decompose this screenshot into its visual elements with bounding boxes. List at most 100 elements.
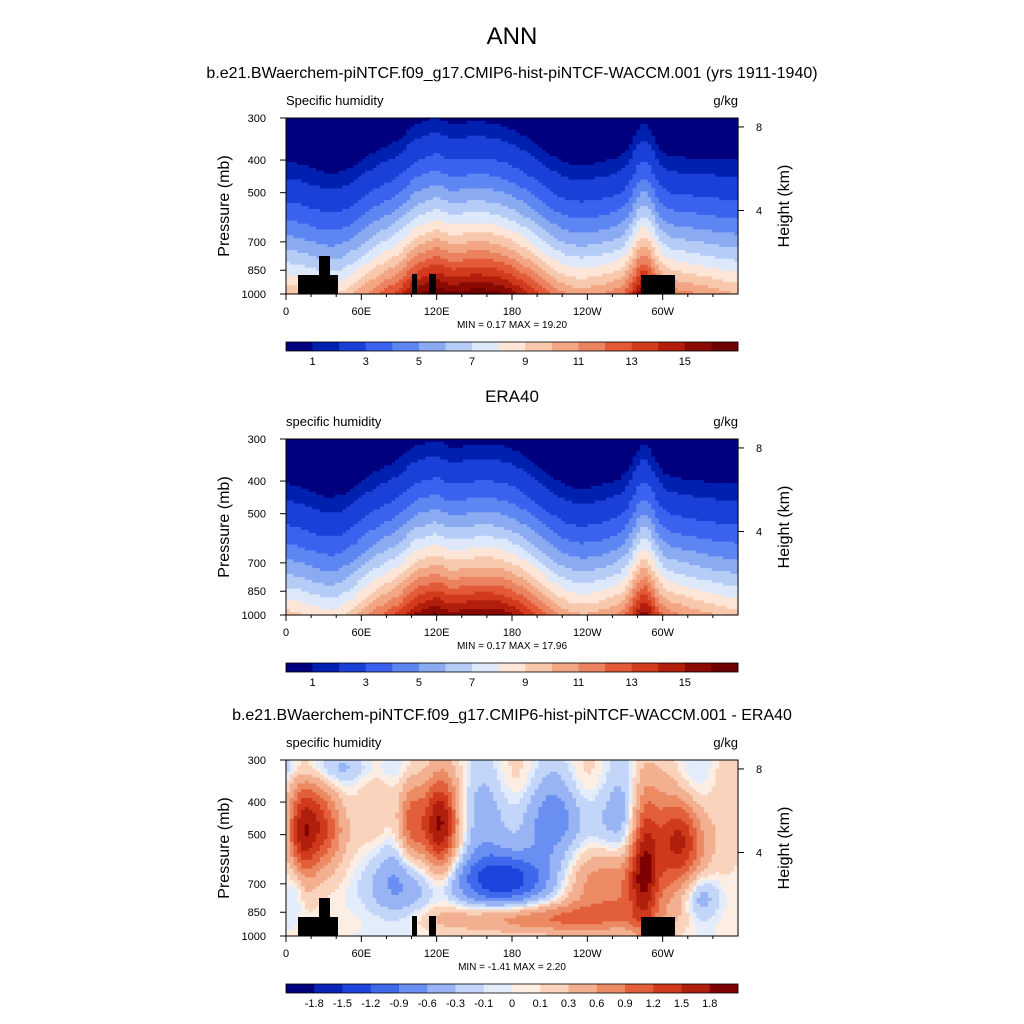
heatmap-cell bbox=[414, 126, 419, 131]
heatmap-cell bbox=[628, 206, 634, 210]
heatmap-cell bbox=[527, 120, 532, 125]
heatmap-cell bbox=[496, 153, 502, 157]
heatmap-cell bbox=[440, 159, 445, 163]
heatmap-cell bbox=[560, 194, 566, 198]
heatmap-cell bbox=[632, 120, 637, 125]
heatmap-cell bbox=[421, 217, 426, 222]
heatmap-cell bbox=[594, 153, 600, 157]
heatmap-cell bbox=[436, 126, 442, 131]
heatmap-cell bbox=[625, 170, 630, 175]
heatmap-cell bbox=[689, 138, 694, 143]
heatmap-cell bbox=[591, 191, 596, 195]
heatmap-cell bbox=[312, 141, 317, 145]
heatmap-cell bbox=[560, 141, 566, 145]
heatmap-cell bbox=[338, 159, 344, 163]
heatmap-cell bbox=[399, 217, 404, 222]
heatmap-cell bbox=[410, 194, 415, 198]
heatmap-cell bbox=[655, 150, 660, 154]
heatmap-cell bbox=[459, 185, 464, 189]
heatmap-cell bbox=[594, 132, 600, 137]
heatmap-cell bbox=[447, 120, 453, 125]
heatmap-cell bbox=[478, 167, 483, 172]
heatmap-cell bbox=[353, 135, 359, 140]
heatmap-cell bbox=[304, 129, 310, 134]
heatmap-cell bbox=[583, 123, 588, 128]
heatmap-cell bbox=[734, 173, 739, 178]
heatmap-cell bbox=[451, 135, 457, 140]
heatmap-cell bbox=[391, 159, 396, 163]
heatmap-cell bbox=[417, 162, 423, 166]
heatmap-cell bbox=[444, 147, 449, 151]
heatmap-cell bbox=[380, 153, 385, 157]
heatmap-cell bbox=[549, 164, 555, 169]
heatmap-cell bbox=[297, 120, 302, 125]
heatmap-cell bbox=[625, 211, 630, 216]
heatmap-cell bbox=[549, 126, 555, 131]
heatmap-cell bbox=[666, 162, 671, 166]
heatmap-cell bbox=[602, 217, 607, 222]
heatmap-cell bbox=[553, 173, 558, 178]
heatmap-cell bbox=[350, 206, 355, 210]
heatmap-cell bbox=[606, 176, 611, 181]
heatmap-cell bbox=[308, 129, 313, 134]
heatmap-cell bbox=[677, 162, 683, 166]
heatmap-cell bbox=[387, 135, 393, 140]
heatmap-cell bbox=[685, 217, 690, 222]
heatmap-cell bbox=[628, 203, 634, 207]
heatmap-cell bbox=[387, 220, 393, 225]
heatmap-cell bbox=[387, 179, 393, 184]
heatmap-cell bbox=[617, 150, 622, 154]
heatmap-cell bbox=[647, 141, 652, 145]
heatmap-cell bbox=[666, 156, 671, 160]
heatmap-cell bbox=[564, 150, 570, 154]
heatmap-cell bbox=[429, 182, 434, 187]
heatmap-cell bbox=[632, 188, 637, 192]
heatmap-cell bbox=[361, 162, 366, 166]
heatmap-cell bbox=[700, 217, 705, 222]
heatmap-cell bbox=[399, 162, 404, 166]
heatmap-cell bbox=[658, 150, 664, 154]
heatmap-cell bbox=[327, 173, 332, 178]
heatmap-cell bbox=[474, 194, 479, 198]
heatmap-cell bbox=[353, 191, 359, 195]
heatmap-cell bbox=[496, 147, 502, 151]
heatmap-cell bbox=[576, 144, 581, 148]
heatmap-cell bbox=[459, 132, 464, 137]
heatmap-cell bbox=[722, 144, 728, 148]
heatmap-cell bbox=[312, 211, 317, 216]
heatmap-cell bbox=[414, 173, 419, 178]
heatmap-cell bbox=[609, 197, 615, 201]
heatmap-cell bbox=[545, 132, 551, 137]
heatmap-cell bbox=[459, 220, 464, 225]
heatmap-cell bbox=[417, 214, 423, 219]
heatmap-cell bbox=[508, 147, 513, 151]
heatmap-cell bbox=[715, 150, 720, 154]
heatmap-cell bbox=[692, 191, 698, 195]
heatmap-cell bbox=[579, 132, 585, 137]
heatmap-cell bbox=[681, 153, 686, 157]
heatmap-cell bbox=[662, 185, 668, 189]
heatmap-cell bbox=[613, 208, 619, 213]
heatmap-cell bbox=[346, 191, 351, 195]
heatmap-cell bbox=[395, 197, 400, 201]
heatmap-cell bbox=[470, 197, 475, 201]
heatmap-cell bbox=[538, 173, 543, 178]
heatmap-cell bbox=[470, 147, 475, 151]
heatmap-cell bbox=[681, 138, 686, 143]
heatmap-cell bbox=[722, 179, 728, 184]
heatmap-cell bbox=[286, 156, 291, 160]
heatmap-cell bbox=[312, 188, 317, 192]
heatmap-cell bbox=[365, 185, 370, 189]
heatmap-cell bbox=[406, 179, 411, 184]
heatmap-cell bbox=[406, 217, 411, 222]
heatmap-cell bbox=[380, 217, 385, 222]
heatmap-cell bbox=[395, 159, 400, 163]
heatmap-cell bbox=[361, 176, 366, 181]
heatmap-cell bbox=[587, 208, 592, 213]
heatmap-cell bbox=[425, 173, 430, 178]
heatmap-cell bbox=[346, 135, 351, 140]
heatmap-cell bbox=[542, 188, 547, 192]
heatmap-cell bbox=[666, 176, 671, 181]
heatmap-cell bbox=[613, 162, 619, 166]
heatmap-cell bbox=[632, 123, 637, 128]
